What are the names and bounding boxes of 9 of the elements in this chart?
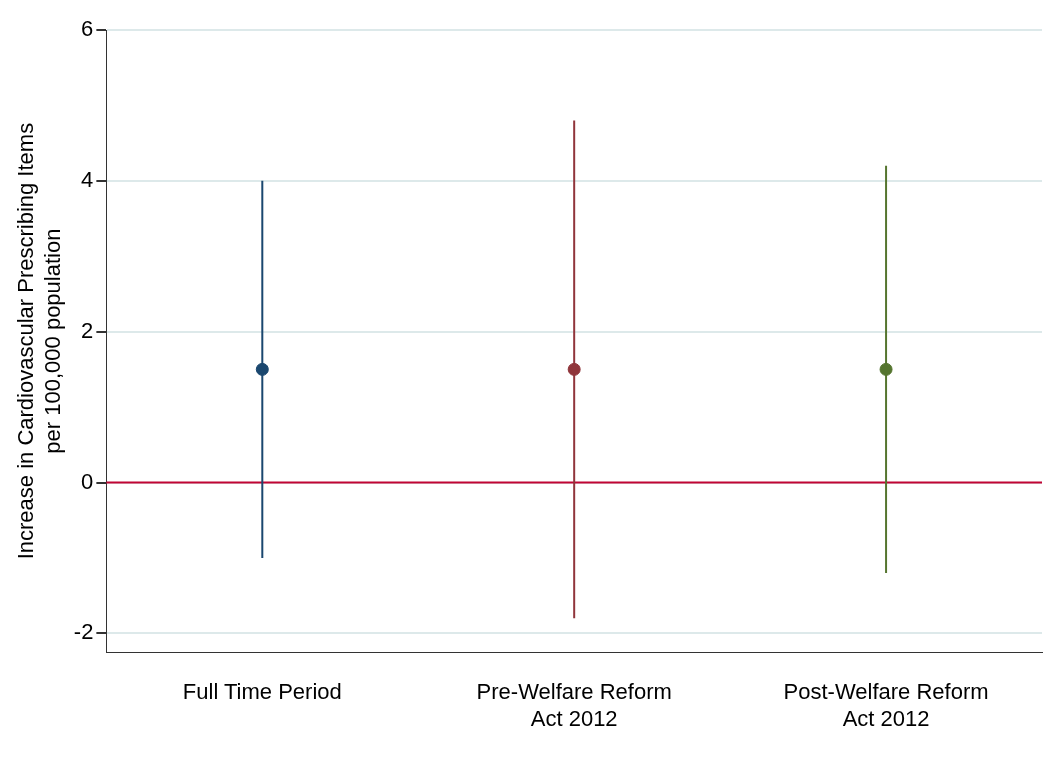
y-tick-label: 2 [81, 317, 94, 343]
y-tick-label: -2 [73, 619, 94, 645]
x-tick-label: Post-Welfare Reform Act 2012 [783, 679, 989, 731]
x-tick-label: Full Time Period [182, 679, 342, 705]
y-tick-label: 4 [81, 166, 94, 192]
y-tick-label: 0 [81, 468, 94, 494]
y-axis-title: Increase in Cardiovascular Prescribing Items per 100,000 population [13, 122, 65, 560]
x-tick-label: Pre-Welfare Reform Act 2012 [476, 679, 672, 731]
y-tick-label: 6 [81, 16, 94, 42]
